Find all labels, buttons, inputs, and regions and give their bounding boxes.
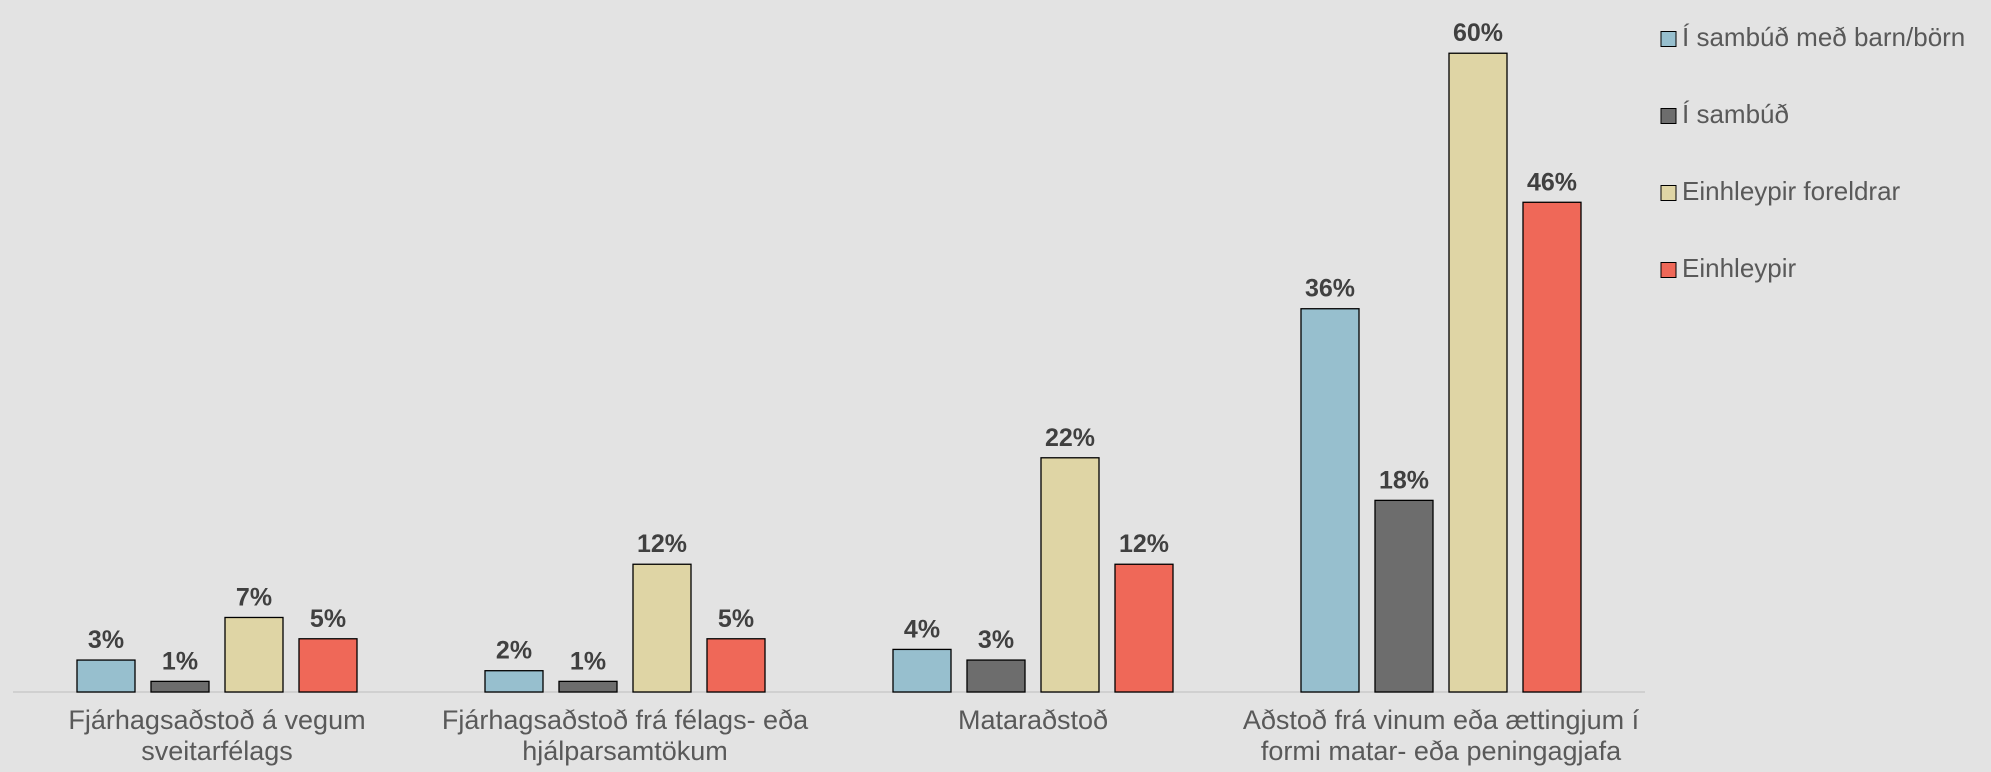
data-label: 3% xyxy=(88,626,124,654)
legend-label: Einhleypir foreldrar xyxy=(1682,176,1901,206)
bar xyxy=(966,659,1026,693)
legend-swatch xyxy=(1660,262,1677,278)
bar xyxy=(632,563,692,693)
bar xyxy=(706,638,766,693)
x-tick-label: Aðstoð frá vinum eða ættingjum í formi m… xyxy=(1242,705,1640,766)
bar xyxy=(1114,563,1174,693)
data-label: 1% xyxy=(162,647,198,675)
bar xyxy=(484,670,544,693)
data-label: 1% xyxy=(570,647,606,675)
legend-label: Í sambúð xyxy=(1682,99,1789,129)
data-label: 5% xyxy=(310,605,346,633)
bar xyxy=(1448,52,1508,693)
data-label: 60% xyxy=(1453,19,1503,47)
data-label: 18% xyxy=(1379,466,1429,494)
bar xyxy=(1300,308,1360,693)
bar xyxy=(892,648,952,693)
legend-swatch xyxy=(1660,185,1677,201)
legend-swatch xyxy=(1660,31,1677,47)
bar xyxy=(558,680,618,693)
bar xyxy=(1522,201,1582,693)
legend-label: Í sambúð með barn/börn xyxy=(1682,22,1965,52)
x-tick-label: Fjárhagsaðstoð frá félags- eða hjálparsa… xyxy=(441,705,809,766)
bar xyxy=(76,659,136,693)
data-label: 36% xyxy=(1305,275,1355,303)
data-label: 46% xyxy=(1527,168,1577,196)
x-tick-label: Fjárhagsaðstoð á vegum sveitarfélags xyxy=(68,705,366,766)
data-label: 12% xyxy=(1119,530,1169,558)
data-label: 12% xyxy=(637,530,687,558)
bar xyxy=(150,680,210,693)
data-label: 4% xyxy=(904,615,940,643)
data-label: 7% xyxy=(236,583,272,611)
data-label: 2% xyxy=(496,637,532,665)
bar xyxy=(1374,499,1434,693)
x-tick-label: Mataraðstoð xyxy=(957,705,1109,735)
bar xyxy=(298,638,358,693)
bar xyxy=(1040,457,1100,693)
bar xyxy=(224,616,284,693)
data-label: 5% xyxy=(718,605,754,633)
data-label: 22% xyxy=(1045,424,1095,452)
legend-swatch xyxy=(1660,108,1677,124)
data-label: 3% xyxy=(978,626,1014,654)
legend-label: Einhleypir xyxy=(1682,253,1797,283)
